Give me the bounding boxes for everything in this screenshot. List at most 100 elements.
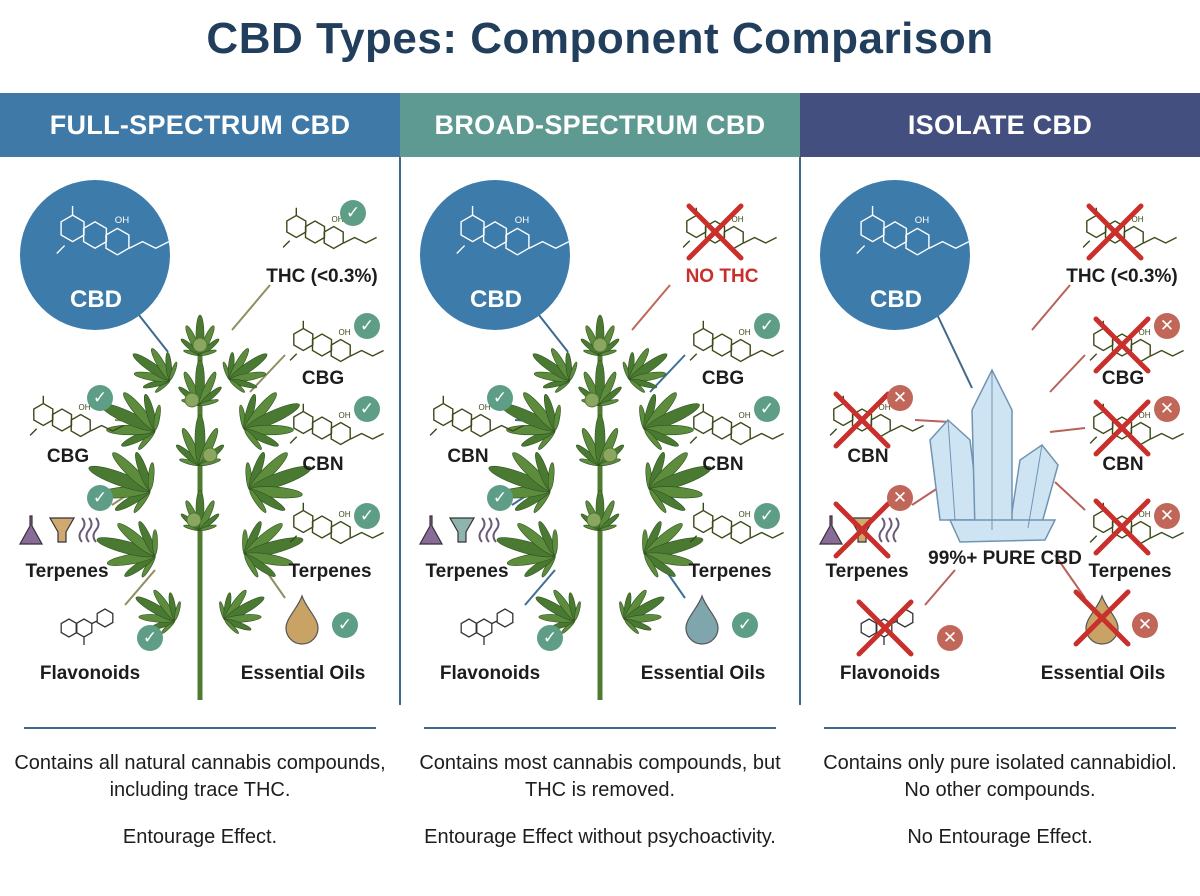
flavonoid-icon bbox=[460, 608, 514, 645]
component-label: Flavonoids bbox=[839, 663, 941, 684]
svg-text:OH: OH bbox=[739, 411, 751, 420]
x-icon: ✕ bbox=[887, 485, 913, 511]
molecule-icon: OH bbox=[29, 395, 124, 438]
check-icon: ✓ bbox=[487, 385, 513, 411]
component-label: Essential Oils bbox=[640, 663, 766, 684]
divider bbox=[824, 727, 1176, 729]
component-label: NO THC bbox=[685, 266, 759, 287]
cannabis-plant-icon bbox=[88, 314, 312, 700]
component-label: Flavonoids bbox=[439, 663, 541, 684]
terpene-set-icon bbox=[18, 515, 100, 545]
oil-drop-icon bbox=[685, 594, 719, 645]
cbd-molecule-circle: OH bbox=[420, 180, 570, 330]
check-icon: ✓ bbox=[87, 485, 113, 511]
x-icon: ✕ bbox=[1154, 503, 1180, 529]
svg-text:OH: OH bbox=[732, 215, 744, 224]
red-cross-icon bbox=[1086, 203, 1144, 261]
connector-line bbox=[1054, 554, 1086, 599]
component-label: CBG bbox=[301, 368, 345, 389]
column-1: FULL-SPECTRUM CBD OH OH OH OH OH OH THC (<0.3%)… bbox=[0, 93, 400, 896]
column-header: FULL-SPECTRUM CBD bbox=[0, 93, 400, 157]
column-illustration: OH OH OH OH OH OH bbox=[18, 180, 384, 700]
check-icon: ✓ bbox=[87, 385, 113, 411]
effect-note: Entourage Effect. bbox=[122, 826, 278, 848]
check-icon: ✓ bbox=[754, 396, 780, 422]
column-divider bbox=[799, 157, 801, 705]
red-cross-icon bbox=[1093, 399, 1151, 457]
svg-text:OH: OH bbox=[1139, 510, 1151, 519]
molecule-icon: OH bbox=[289, 320, 384, 363]
column-illustration: OH OH OH OH OH OH bbox=[818, 180, 1184, 657]
red-cross-icon bbox=[856, 599, 914, 657]
x-icon: ✕ bbox=[1154, 396, 1180, 422]
component-label: CBG bbox=[1101, 368, 1145, 389]
x-icon: ✕ bbox=[1132, 612, 1158, 638]
svg-text:OH: OH bbox=[479, 403, 491, 412]
page-title: CBD Types: Component Comparison bbox=[206, 14, 994, 63]
component-label: Essential Oils bbox=[1040, 663, 1166, 684]
red-cross-icon bbox=[833, 391, 891, 449]
column-title: BROAD-SPECTRUM CBD bbox=[434, 109, 766, 140]
connector-line bbox=[1031, 284, 1071, 331]
red-cross-icon bbox=[686, 203, 744, 261]
svg-text:OH: OH bbox=[739, 510, 751, 519]
check-icon: ✓ bbox=[754, 503, 780, 529]
oil-drop-icon bbox=[285, 594, 319, 645]
cbd-molecule-circle: OH bbox=[820, 180, 970, 330]
divider bbox=[424, 727, 776, 729]
cbd-label: CBD bbox=[70, 286, 122, 313]
column-2: BROAD-SPECTRUM CBD OH OH OH OH OH OH NO THC CBG ✓… bbox=[400, 93, 800, 896]
component-label: Terpenes bbox=[25, 561, 109, 582]
column-description: Contains most cannabis compounds, but TH… bbox=[419, 752, 781, 801]
column-divider bbox=[399, 157, 401, 705]
component-label: CBN bbox=[1102, 454, 1144, 475]
column-description: Contains all natural cannabis compounds,… bbox=[14, 752, 386, 801]
check-icon: ✓ bbox=[732, 612, 758, 638]
effect-note: Entourage Effect without psychoactivity. bbox=[424, 826, 776, 848]
cbd-label: CBD bbox=[870, 286, 922, 313]
connector-line bbox=[934, 309, 973, 389]
column-title: FULL-SPECTRUM CBD bbox=[49, 109, 351, 140]
x-icon: ✕ bbox=[887, 385, 913, 411]
component-label: Essential Oils bbox=[240, 663, 366, 684]
component-label: Flavonoids bbox=[39, 663, 141, 684]
connector-line bbox=[1049, 427, 1086, 433]
component-label: Terpenes bbox=[425, 561, 509, 582]
red-cross-icon bbox=[1073, 589, 1131, 647]
column-header: ISOLATE CBD bbox=[800, 93, 1200, 157]
component-label: CBG bbox=[701, 368, 745, 389]
crystal-icon bbox=[929, 368, 1059, 543]
connector-line bbox=[124, 569, 156, 606]
svg-text:OH: OH bbox=[339, 510, 351, 519]
svg-text:OH: OH bbox=[1132, 215, 1144, 224]
svg-text:OH: OH bbox=[79, 403, 91, 412]
connector-line bbox=[1049, 354, 1086, 393]
check-icon: ✓ bbox=[354, 313, 380, 339]
connector-line bbox=[134, 309, 169, 353]
flavonoid-icon bbox=[60, 608, 114, 645]
svg-text:OH: OH bbox=[115, 215, 129, 226]
effect-note: No Entourage Effect. bbox=[907, 826, 1093, 848]
red-cross-icon bbox=[1093, 498, 1151, 556]
x-icon: ✕ bbox=[937, 625, 963, 651]
column-title: ISOLATE CBD bbox=[907, 109, 1093, 140]
component-label: CBN bbox=[302, 454, 344, 475]
component-label: Terpenes bbox=[825, 561, 909, 582]
molecule-icon: OH bbox=[429, 395, 524, 438]
check-icon: ✓ bbox=[754, 313, 780, 339]
svg-text:OH: OH bbox=[515, 215, 529, 226]
svg-text:OH: OH bbox=[879, 403, 891, 412]
connector-line bbox=[524, 569, 556, 606]
check-icon: ✓ bbox=[354, 396, 380, 422]
cbd-molecule-circle: OH bbox=[20, 180, 170, 330]
terpene-set-icon bbox=[418, 515, 500, 545]
molecule-icon: OH bbox=[282, 207, 377, 250]
connector-line bbox=[631, 284, 671, 331]
molecule-icon: OH bbox=[289, 502, 384, 545]
x-icon: ✕ bbox=[1154, 313, 1180, 339]
component-label: CBN bbox=[447, 446, 489, 467]
component-label: THC (<0.3%) bbox=[266, 266, 378, 287]
column-description: Contains only pure isolated cannabidiol.… bbox=[823, 752, 1177, 801]
component-label: CBN bbox=[702, 454, 744, 475]
component-label: Terpenes bbox=[688, 561, 772, 582]
